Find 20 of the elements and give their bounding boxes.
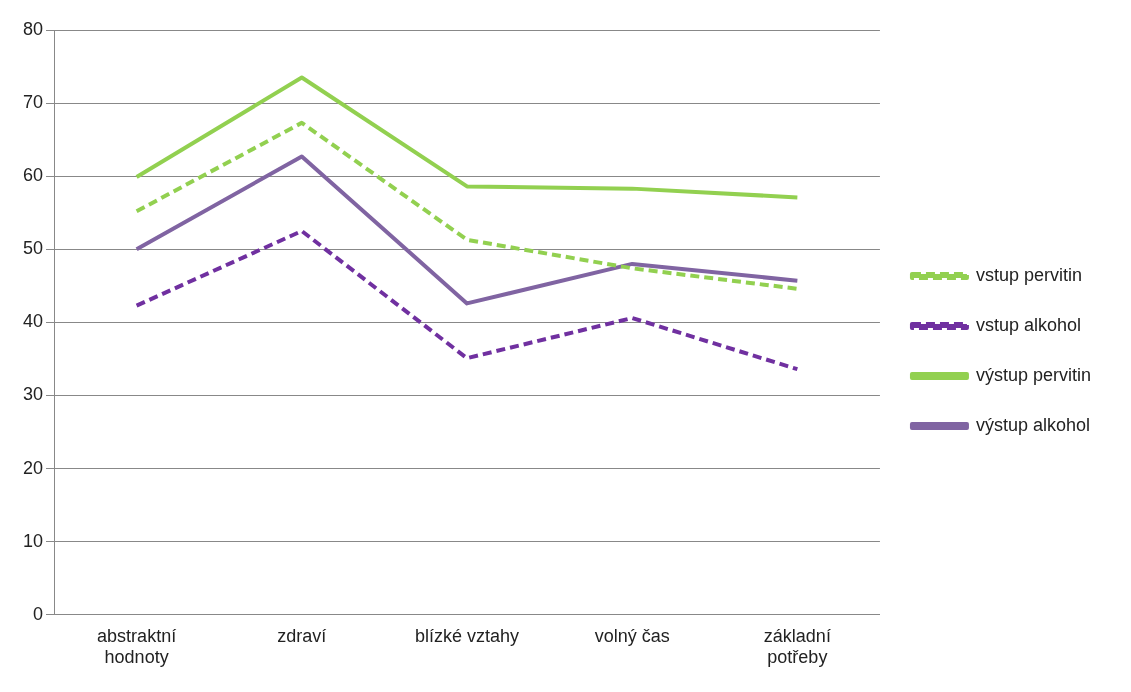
x-tick-label: zdraví [277,625,327,646]
y-tick-label: 50 [22,238,44,259]
x-tick-label: blízké vztahy [414,625,520,646]
y-tick-label: 80 [22,18,44,39]
legend-label: vstup alkohol [975,314,1082,335]
y-tick-label: 60 [22,165,44,186]
y-tick-label: 30 [22,384,44,405]
x-tick-label: abstraktní hodnoty [97,625,177,668]
line-series [134,120,800,291]
y-tick-label: 0 [33,603,44,624]
y-tick-label: 40 [22,311,44,332]
y-tick-label: 70 [22,92,44,113]
legend-label: vstup pervitin [975,264,1083,285]
line-series [134,229,800,372]
x-tick-label: základní potřeby [763,625,831,668]
y-tick-label: 10 [22,530,44,551]
legend-label: výstup pervitin [975,364,1092,385]
legend-label: výstup alkohol [975,414,1091,435]
y-tick-label: 20 [22,457,44,478]
x-tick-label: volný čas [594,625,670,646]
